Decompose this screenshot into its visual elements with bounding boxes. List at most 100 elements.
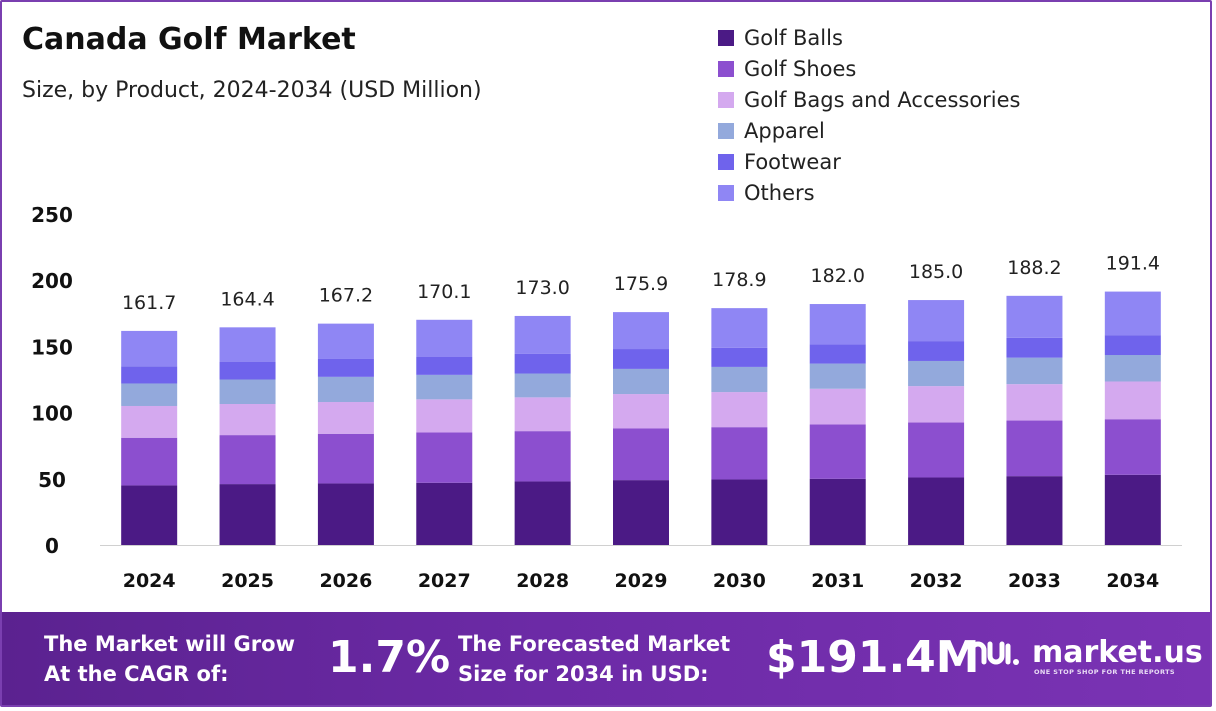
forecast-label: The Forecasted Market Size for 2034 in U… [458,629,730,689]
legend-swatch-footwear [718,153,734,170]
bar-segment-golf-balls [219,484,276,545]
x-tick-label: 2032 [910,570,963,592]
legend-label-footwear: Footwear [744,149,841,174]
y-tick-label: 100 [31,402,73,426]
chart-legend: Golf Balls Golf Shoes Golf Bags and Acce… [718,22,1021,208]
legend-label-golf-balls: Golf Balls [744,25,843,50]
bar-segment-others [908,300,965,342]
bar-segment-golf-bags-and-accessories [317,402,374,434]
x-tick-label: 2030 [713,570,766,592]
bar-segment-others [416,319,473,357]
bar-segment-golf-bags-and-accessories [219,403,276,436]
bar-segment-footwear [1006,337,1063,358]
bar-segment-footwear [219,361,276,380]
bar-segment-golf-shoes [121,437,178,486]
bar-segment-golf-balls [317,483,374,545]
stacked-bar-chart: 0 50 100 150 200 250 161.7 2024 164.4 2025 167.2 20… [31,203,1182,592]
bar-segment-others [121,330,178,367]
bar-total-label: 164.4 [220,288,274,310]
legend-item-golf-balls: Golf Balls [718,22,1021,53]
bar-segment-golf-balls [908,477,965,545]
bar-total-label: 185.0 [909,261,963,283]
bar-segment-golf-balls [1104,474,1161,545]
market-us-logo-icon [969,641,1019,665]
y-tick-label: 150 [31,335,73,359]
bar-segment-apparel [809,363,866,389]
bar-segment-golf-balls [613,480,669,545]
legend-label-others: Others [744,180,815,205]
bar-segment-footwear [416,356,473,375]
bar-segment-golf-shoes [1104,419,1161,475]
bar-segment-golf-shoes [514,431,571,482]
bar-segment-apparel [416,374,473,400]
bar-segment-golf-shoes [317,433,374,484]
legend-item-footwear: Footwear [718,146,1021,177]
bar-segment-golf-balls [416,482,473,545]
bar-segment-apparel [613,368,669,395]
bar-segment-golf-bags-and-accessories [1104,381,1161,420]
legend-swatch-golf-balls [718,29,734,46]
y-tick-label: 200 [31,269,73,293]
x-tick-label: 2033 [1008,570,1061,592]
legend-swatch-others [718,184,734,201]
bar-segment-golf-balls [711,479,768,545]
legend-item-others: Others [718,177,1021,208]
bar-segment-apparel [514,373,571,398]
bar-segment-golf-shoes [416,432,473,483]
bar-segment-golf-bags-and-accessories [908,386,965,423]
legend-item-golf-shoes: Golf Shoes [718,53,1021,84]
bar-segment-footwear [809,344,866,364]
bar-segment-golf-bags-and-accessories [416,399,473,433]
legend-item-golf-bags: Golf Bags and Accessories [718,84,1021,115]
cagr-label-line1: The Market will Grow [44,632,295,656]
bar-total-label: 182.0 [811,265,865,287]
bar-segment-footwear [1104,335,1161,356]
bar-segment-golf-bags-and-accessories [809,388,866,425]
forecast-label-line2: Size for 2034 in USD: [458,662,709,686]
cagr-label-line2: At the CAGR of: [44,662,229,686]
bar-segment-golf-balls [1006,476,1063,545]
bar-segment-footwear [613,349,669,369]
bar-segment-footwear [317,358,374,377]
x-tick-label: 2027 [418,570,471,592]
cagr-value: 1.7% [328,632,451,683]
bar-segment-golf-shoes [908,422,965,478]
brand-tagline: ONE STOP SHOP FOR THE REPORTS [1034,668,1175,676]
legend-swatch-golf-bags [718,91,734,108]
bar-segment-golf-bags-and-accessories [514,397,571,432]
bar-segment-apparel [711,366,768,393]
bar-segment-golf-bags-and-accessories [711,392,768,428]
bar-segment-others [317,323,374,359]
bar-segment-apparel [317,376,374,403]
bar-segment-others [809,304,866,345]
x-tick-label: 2028 [516,570,569,592]
bar-segment-footwear [514,353,571,374]
bar-segment-others [1006,295,1063,338]
bar-total-label: 167.2 [319,285,373,307]
bar-total-label: 175.9 [614,273,668,295]
bar-segment-apparel [1006,357,1063,385]
legend-label-golf-bags: Golf Bags and Accessories [744,87,1021,112]
legend-item-apparel: Apparel [718,115,1021,146]
bar-segment-golf-balls [514,481,571,545]
bar-total-label: 191.4 [1106,253,1160,275]
y-tick-label: 50 [38,468,66,492]
x-tick-label: 2026 [319,570,372,592]
bar-segment-apparel [219,379,276,404]
bar-segment-golf-shoes [219,435,276,485]
forecast-label-line1: The Forecasted Market [458,632,731,656]
bar-segment-golf-balls [121,485,178,545]
legend-swatch-apparel [718,122,734,139]
forecast-value: $191.4M [766,632,980,683]
bar-segment-apparel [121,383,178,406]
cagr-label: The Market will Grow At the CAGR of: [44,629,295,689]
bar-segment-apparel [1104,355,1161,382]
bar-total-label: 170.1 [417,281,471,303]
legend-label-apparel: Apparel [744,118,825,143]
legend-swatch-golf-shoes [718,60,734,77]
bar-segment-golf-balls [809,478,866,545]
bar-segment-others [514,315,571,354]
legend-label-golf-shoes: Golf Shoes [744,56,857,81]
bar-segment-others [711,308,768,348]
chart-subtitle: Size, by Product, 2024-2034 (USD Million… [22,78,482,103]
